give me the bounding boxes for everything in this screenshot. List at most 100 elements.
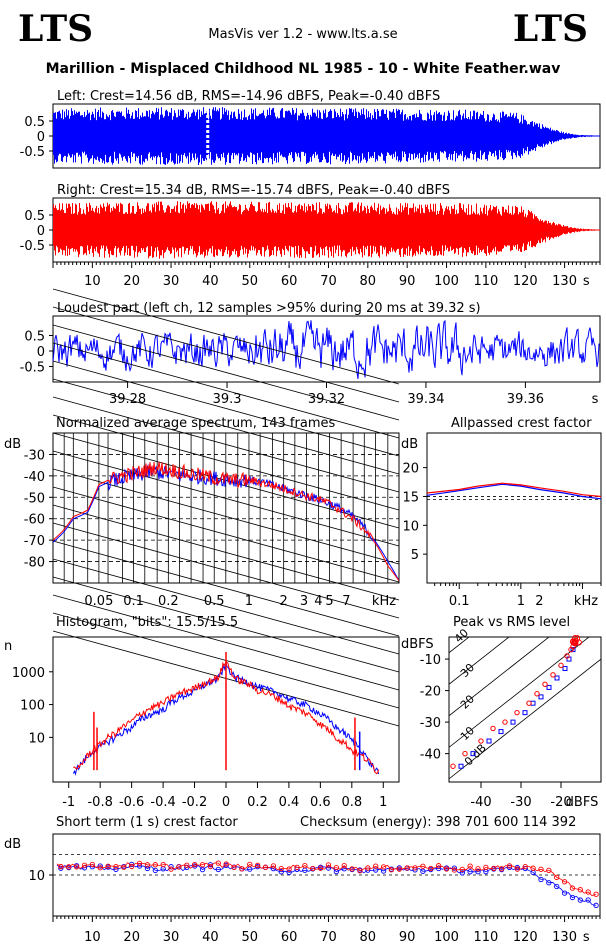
short-crest-point-left [569,894,576,901]
short-crest-point-right [302,862,308,869]
loudest-part-frame [52,315,601,383]
short-crest-title: Short term (1 s) crest factor [56,815,238,830]
peak-rms-point-right [564,653,570,659]
short-crest-point-right [270,863,277,869]
short-crest-point-right [325,862,332,868]
loudest-part-xunit: s [592,392,599,407]
allpassed-xtick-label: 2 [535,594,543,609]
histogram-ytick-label: 100 [20,699,45,714]
short-crest-point-right [498,866,505,872]
peak-rms-point-left [562,666,568,672]
short-crest-point-right [436,863,442,869]
short-crest-point-right [483,864,489,871]
peak-rms-frame [448,636,602,783]
short-crest-xtick-label: 70 [320,930,337,945]
short-crest-ytick-label: 10 [28,869,45,884]
spectrum-xtick-label: 0.2 [158,594,179,609]
short-crest-point-right [254,862,261,868]
peak-rms-ytick-label: -40 [420,748,441,763]
short-crest-xtick-label: 100 [434,930,459,945]
allpassed-series-left [426,483,602,500]
left-waveform-title: Left: Crest=14.56 dB, RMS=-14.96 dBFS, P… [57,89,440,104]
histogram-xtick-label: 0.2 [247,795,268,810]
spectrum-xtick-label: 7 [342,594,350,609]
short-crest-point-left [144,865,151,872]
allpassed-ytick-label: 10 [402,519,419,534]
short-crest-point-right [585,889,591,895]
spectrum-xtick-label: 4 [314,594,322,609]
peak-rms-ylabel: dBFS [401,637,434,652]
short-crest-point-right [357,868,363,874]
short-crest-point-left [585,897,591,903]
short-crest-point-right [475,866,481,872]
left-waveform-ytick-label: 0.5 [24,115,45,130]
spectrum-slope-line [52,324,400,421]
right-waveform-xtick-label: 70 [320,274,337,289]
short-crest-point-right [443,866,450,872]
peak-rms-point-right [490,725,496,732]
allpassed-ytick-label: 5 [411,548,419,563]
short-crest-point-right [404,865,410,871]
short-crest-point-right [380,864,387,870]
short-crest-point-right [577,887,583,893]
spectrum-xtick-label: 5 [325,594,333,609]
peak-rms-ytick-label: -30 [420,716,441,731]
right-waveform-xtick-label: 130 [552,274,577,289]
peak-rms-point-right [526,700,532,706]
spectrum-ytick-label: -40 [24,470,45,485]
left-waveform-ytick-label: -0.5 [20,145,45,160]
peak-rms-point-right [542,681,548,687]
peak-rms-point-left [498,729,504,735]
right-waveform-xtick-label: 110 [473,274,498,289]
file-title: Marillion - Misplaced Childhood NL 1985 … [45,61,561,77]
histogram-ylabel: n [4,639,12,654]
histogram-xtick-label: 1 [379,795,387,810]
loudest-part-xtick-label: 39.32 [308,392,345,407]
histogram-xtick-label: 0.6 [310,795,331,810]
allpassed-ylabel: dB [401,437,418,452]
allpassed-xtick-label: 1 [517,594,525,609]
short-crest-point-right [129,863,135,870]
short-crest-xtick-label: 20 [123,930,140,945]
peak-rms-diagonal [449,637,510,685]
peak-rms-diagonal-label: 20 [458,693,477,712]
short-crest-point-right [317,865,324,871]
allpassed-title: Allpassed crest factor [451,416,592,431]
histogram-xtick-label: 0.4 [279,795,300,810]
peak-rms-diagonal-label: 10 [458,724,477,743]
short-crest-point-right [349,866,355,872]
short-crest-point-right [73,864,80,870]
spectrum-slope-line [52,540,400,637]
short-crest-point-right [546,867,552,873]
spectrum-xtick-label: 0.05 [84,594,113,609]
histogram-ytick-label: 10 [28,731,45,746]
spectrum-xtick-label: 0.1 [123,594,144,609]
loudest-part-ytick-label: 0 [37,345,45,360]
right-waveform-xtick-label: 40 [202,274,219,289]
right-waveform-xtick-label: 100 [434,274,459,289]
right-waveform-xtick-label: 120 [513,274,538,289]
peak-rms-diagonal [449,637,590,748]
short-crest-point-left [577,897,583,903]
peak-rms-point-right [534,691,540,697]
short-crest-point-right [530,865,536,871]
allpassed-frame [426,432,602,584]
checksum-label: Checksum (energy): 398 701 600 114 392 [300,815,576,830]
histogram-xtick-label: 0.8 [341,795,362,810]
short-crest-xtick-label: 30 [163,930,180,945]
peak-rms-ytick-label: -20 [420,685,441,700]
loudest-part-ytick-label: 0.5 [24,330,45,345]
short-crest-xtick-label: s [583,930,590,945]
peak-rms-diagonal [449,658,601,780]
short-crest-point-right [231,864,237,870]
spectrum-slope-line [52,594,400,691]
loudest-part-xtick-label: 39.36 [507,392,544,407]
right-waveform-xtick-label: 80 [360,274,377,289]
right-waveform-ytick-label: 0.5 [24,209,45,224]
spectrum-slope-line [52,558,400,655]
short-crest-point-right [168,866,174,872]
peak-rms-cluster-point [575,639,582,646]
app-version: MasVis ver 1.2 - www.lts.a.se [208,27,398,42]
spectrum-xunit: kHz [372,594,396,609]
loudest-part-xtick-label: 39.34 [407,392,444,407]
